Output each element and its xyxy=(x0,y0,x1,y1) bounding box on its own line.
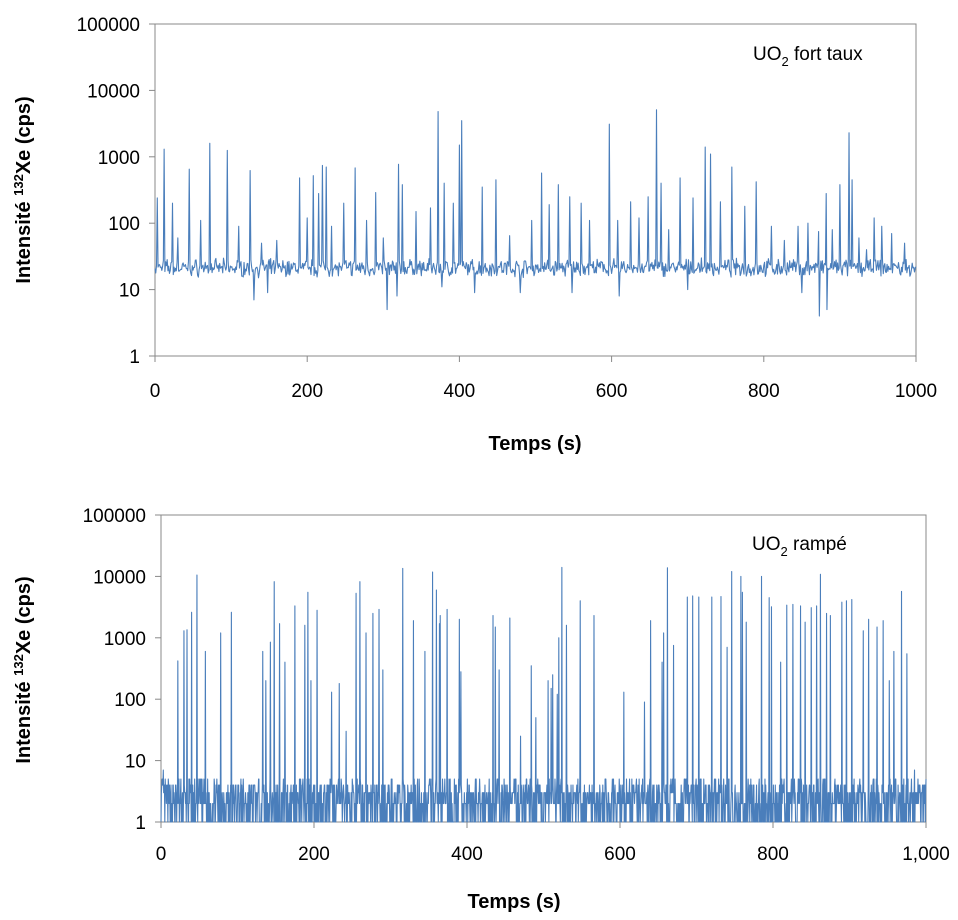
series-annotation: UO2 rampé xyxy=(752,534,847,559)
y-tick-label: 1 xyxy=(135,813,146,834)
x-axis-title: Temps (s) xyxy=(468,891,561,913)
y-tick-label: 100000 xyxy=(83,506,146,527)
chart-panel-top: 1 10 100 1000 10000 100000 0 200 400 600 800 1000 U… xyxy=(11,15,937,455)
y-tick-label: 100 xyxy=(108,214,140,235)
series-line xyxy=(154,109,917,317)
y-tick-label: 100 xyxy=(114,690,146,711)
x-tick-label: 0 xyxy=(156,844,167,865)
x-tick-label: 200 xyxy=(291,381,323,402)
series-group xyxy=(160,566,927,823)
x-tick-label: 200 xyxy=(298,844,330,865)
series-group xyxy=(154,109,917,317)
x-tick-label: 400 xyxy=(444,381,476,402)
y-axis-title: Intensité 132Xe (cps) xyxy=(11,576,35,763)
series-annotation: UO2 fort taux xyxy=(753,44,863,69)
x-tick-label: 600 xyxy=(604,844,636,865)
x-tick-label: 400 xyxy=(451,844,483,865)
x-tick-label: 600 xyxy=(596,381,628,402)
x-tick-label: 0 xyxy=(150,381,161,402)
y-axis-title: Intensité 132Xe (cps) xyxy=(11,96,35,283)
y-tick-label: 100000 xyxy=(77,15,140,36)
plot-frame xyxy=(154,23,917,357)
y-tick-label: 10000 xyxy=(87,81,140,102)
series-line xyxy=(160,566,927,823)
y-tick-label: 1000 xyxy=(98,148,140,169)
x-axis-title: Temps (s) xyxy=(489,433,582,455)
y-tick-label: 1000 xyxy=(104,629,146,650)
chart-panel-bottom: 1 10 100 1000 10000 100000 0 200 400 600 800 1,000 … xyxy=(0,480,958,915)
x-tick-label: 800 xyxy=(757,844,789,865)
x-tick-label: 800 xyxy=(748,381,780,402)
x-tick-label: 1,000 xyxy=(902,844,950,865)
y-tick-label: 1 xyxy=(129,347,140,368)
chart-top: 1 10 100 1000 10000 100000 0 200 400 600 800 1000 U… xyxy=(11,15,937,455)
y-tick-label: 10000 xyxy=(93,567,146,588)
y-tick-label: 10 xyxy=(125,752,146,773)
x-tick-label: 1000 xyxy=(895,381,937,402)
y-tick-label: 10 xyxy=(119,281,140,302)
